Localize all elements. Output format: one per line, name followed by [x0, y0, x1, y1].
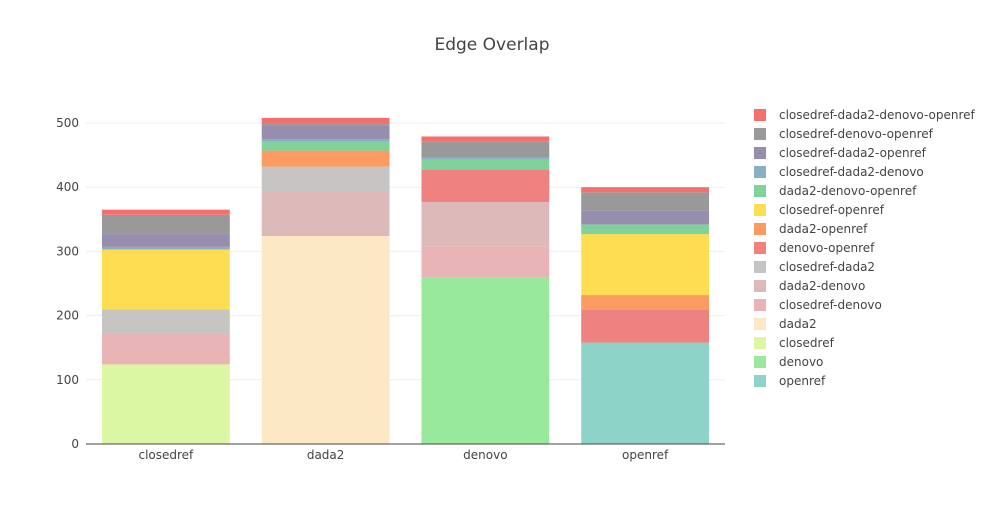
legend-label: dada2: [779, 317, 817, 331]
bar-segment-closedref-dada2-denovo-openref-closedref[interactable]: [101, 209, 230, 215]
bar-segment-denovo-openref-denovo[interactable]: [421, 169, 550, 202]
legend-item[interactable]: dada2-openref: [754, 222, 868, 236]
y-tick-label: 100: [56, 373, 79, 387]
y-tick-label: 300: [56, 244, 79, 258]
y-axis-ticks: 0 100 200 300 400 500: [56, 116, 79, 451]
x-tick-label: dada2: [307, 448, 345, 462]
legend-item[interactable]: openref: [754, 374, 826, 388]
bar-segment-openref-openref[interactable]: [581, 342, 710, 444]
legend-label: closedref: [779, 336, 835, 350]
legend-label: closedref-dada2: [779, 260, 875, 274]
legend-item[interactable]: closedref-denovo-openref: [754, 127, 934, 141]
legend-swatch: [754, 204, 766, 216]
legend-label: denovo: [779, 355, 823, 369]
legend-label: closedref-dada2-openref: [779, 146, 927, 160]
legend-item[interactable]: closedref-dada2-denovo: [754, 165, 924, 179]
legend-label: closedref-denovo: [779, 298, 882, 312]
bar-segment-closedref-denovo-denovo[interactable]: [421, 246, 550, 278]
bars: [101, 117, 710, 444]
bar-segment-dada2-denovo-denovo[interactable]: [421, 201, 550, 247]
bar-segment-denovo-denovo[interactable]: [421, 277, 550, 444]
legend-label: closedref-dada2-denovo: [779, 165, 924, 179]
legend-item[interactable]: denovo-openref: [754, 241, 875, 255]
legend-item[interactable]: closedref-denovo: [754, 298, 882, 312]
bar-segment-closedref-dada2-denovo-openref-openref[interactable]: [581, 187, 710, 193]
x-tick-label: denovo: [463, 448, 507, 462]
legend-swatch: [754, 223, 766, 235]
legend-swatch: [754, 337, 766, 349]
x-tick-label: openref: [622, 448, 669, 462]
bar-segment-dada2-openref-dada2[interactable]: [261, 150, 390, 167]
chart-title: Edge Overlap: [434, 35, 549, 55]
legend-label: dada2-denovo-openref: [779, 184, 917, 198]
bar-segment-closedref-dada2-denovo-denovo[interactable]: [421, 157, 550, 160]
bar-segment-closedref-denovo-closedref[interactable]: [101, 333, 230, 365]
legend-item[interactable]: denovo: [754, 355, 823, 369]
legend-swatch: [754, 128, 766, 140]
bar-segment-closedref-denovo-openref-closedref[interactable]: [101, 214, 230, 235]
bar-segment-closedref-denovo-openref-denovo[interactable]: [421, 141, 550, 158]
legend-swatch: [754, 318, 766, 330]
bar-segment-dada2-denovo-openref-dada2[interactable]: [261, 141, 390, 151]
bar-segment-closedref-openref-closedref[interactable]: [101, 249, 230, 310]
bar-segment-closedref-denovo-openref-dada2[interactable]: [261, 123, 390, 126]
legend-item[interactable]: closedref-dada2-denovo-openref: [754, 108, 976, 122]
x-axis-ticks: closedref dada2 denovo openref: [138, 448, 669, 462]
bar-segment-closedref-dada2-denovo-dada2[interactable]: [261, 139, 390, 142]
legend-label: dada2-openref: [779, 222, 868, 236]
bar-segment-closedref-dada2-openref-openref[interactable]: [581, 210, 710, 225]
bar-segment-dada2-openref-openref[interactable]: [581, 295, 710, 310]
bar-segment-closedref-dada2-denovo-openref-denovo[interactable]: [421, 136, 550, 142]
bar-segment-closedref-dada2-closedref[interactable]: [101, 309, 230, 334]
legend-item[interactable]: closedref-openref: [754, 203, 885, 217]
legend-swatch: [754, 356, 766, 368]
legend-label: openref: [779, 374, 826, 388]
legend-item[interactable]: closedref: [754, 336, 835, 350]
y-tick-label: 400: [56, 180, 79, 194]
legend-swatch: [754, 299, 766, 311]
legend-swatch: [754, 185, 766, 197]
bar-segment-dada2-dada2[interactable]: [261, 235, 390, 444]
y-tick-label: 200: [56, 309, 79, 323]
legend-swatch: [754, 261, 766, 273]
legend-item[interactable]: closedref-dada2: [754, 260, 875, 274]
legend[interactable]: closedref-dada2-denovo-openref closedref-…: [754, 108, 976, 388]
bar-segment-denovo-openref-openref[interactable]: [581, 309, 710, 343]
x-tick-label: closedref: [138, 448, 194, 462]
bar-segment-dada2-denovo-dada2[interactable]: [261, 191, 390, 236]
legend-label: dada2-denovo: [779, 279, 865, 293]
legend-swatch: [754, 147, 766, 159]
bar-segment-dada2-denovo-openref-openref[interactable]: [581, 224, 710, 235]
legend-swatch: [754, 109, 766, 121]
y-tick-label: 500: [56, 116, 79, 130]
bar-segment-closedref-openref-openref[interactable]: [581, 234, 710, 296]
bar-segment-closedref-dada2-openref-dada2[interactable]: [261, 125, 390, 140]
legend-label: closedref-dada2-denovo-openref: [779, 108, 976, 122]
legend-item[interactable]: dada2: [754, 317, 817, 331]
legend-item[interactable]: closedref-dada2-openref: [754, 146, 927, 160]
bar-segment-closedref-closedref[interactable]: [101, 364, 230, 444]
bar-segment-closedref-dada2-denovo-openref-dada2[interactable]: [261, 117, 390, 123]
legend-label: closedref-openref: [779, 203, 885, 217]
bar-segment-closedref-denovo-openref-openref[interactable]: [581, 192, 710, 211]
legend-swatch: [754, 242, 766, 254]
legend-item[interactable]: dada2-denovo: [754, 279, 865, 293]
bar-segment-closedref-dada2-dada2[interactable]: [261, 166, 390, 192]
legend-label: denovo-openref: [779, 241, 875, 255]
legend-swatch: [754, 166, 766, 178]
legend-swatch: [754, 375, 766, 387]
bar-segment-dada2-denovo-openref-denovo[interactable]: [421, 159, 550, 170]
bar-segment-closedref-dada2-denovo-closedref[interactable]: [101, 246, 230, 250]
legend-swatch: [754, 280, 766, 292]
y-tick-label: 0: [71, 437, 79, 451]
legend-item[interactable]: dada2-denovo-openref: [754, 184, 917, 198]
bar-segment-closedref-dada2-openref-closedref[interactable]: [101, 234, 230, 247]
legend-label: closedref-denovo-openref: [779, 127, 934, 141]
